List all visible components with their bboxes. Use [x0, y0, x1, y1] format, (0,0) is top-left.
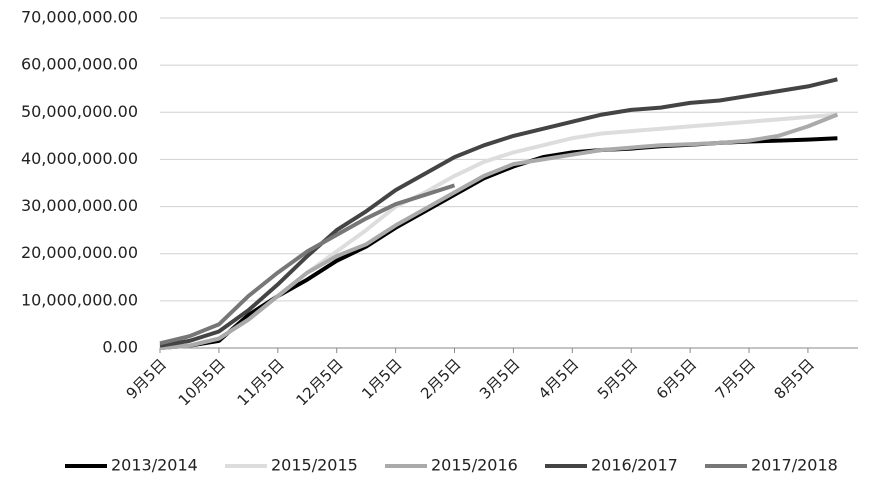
y-tick-label: 50,000,000.00 — [21, 102, 138, 121]
legend-label: 2013/2014 — [111, 456, 198, 475]
y-tick-label: 20,000,000.00 — [21, 243, 138, 262]
x-tick-label: 8月5日 — [771, 355, 818, 402]
y-tick-label: 70,000,000.00 — [21, 8, 138, 27]
y-tick-label: 60,000,000.00 — [21, 55, 138, 74]
x-tick-label: 1月5日 — [358, 355, 405, 402]
y-tick-label: 40,000,000.00 — [21, 149, 138, 168]
x-tick-label: 12月5日 — [293, 355, 347, 409]
legend-label: 2017/2018 — [751, 456, 838, 475]
legend-label: 2015/2016 — [431, 456, 518, 475]
series-line — [159, 112, 838, 350]
x-tick-label: 9月5日 — [123, 355, 170, 402]
y-tick-label: 10,000,000.00 — [21, 290, 138, 309]
series-line — [159, 112, 839, 350]
legend-label: 2016/2017 — [591, 456, 678, 475]
y-tick-label: 30,000,000.00 — [21, 196, 138, 215]
x-tick-label: 6月5日 — [653, 355, 700, 402]
y-tick-label: 0.00 — [102, 338, 138, 357]
x-tick-label: 7月5日 — [712, 355, 759, 402]
x-tick-label: 11月5日 — [234, 355, 288, 409]
series-line — [159, 183, 456, 346]
x-tick-label: 4月5日 — [535, 355, 582, 402]
series-line — [159, 77, 838, 348]
x-tick-label: 2月5日 — [417, 355, 464, 402]
x-tick-label: 10月5日 — [175, 355, 229, 409]
x-tick-label: 5月5日 — [594, 355, 641, 402]
x-tick-label: 3月5日 — [476, 355, 523, 402]
legend-label: 2015/2015 — [271, 456, 358, 475]
